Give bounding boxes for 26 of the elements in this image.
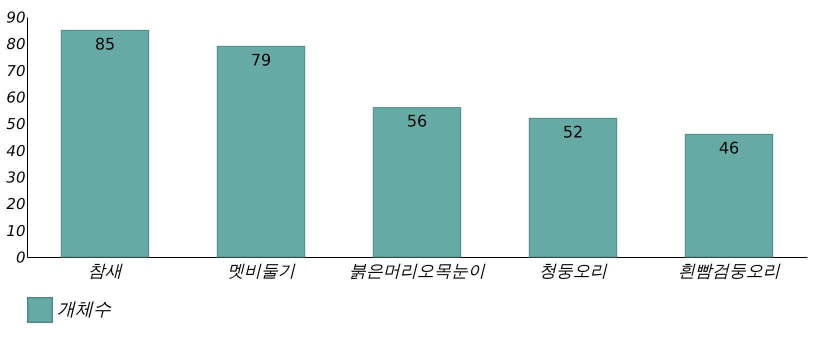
data-label: 79: [250, 50, 272, 70]
y-tick-label: 90: [6, 8, 26, 26]
data-label: 56: [406, 112, 428, 131]
y-tick-label: 70: [6, 62, 26, 80]
y-tick-label: 0: [16, 248, 26, 266]
y-tick-label: 50: [6, 115, 26, 134]
y-tick-label: 80: [6, 35, 26, 54]
bar: [372, 107, 462, 258]
x-tick-label: 청둥오리: [539, 262, 608, 282]
y-tick-label: 40: [6, 142, 26, 160]
x-tick-label: 흰빰검둥오리: [678, 262, 781, 282]
bar: [684, 134, 774, 258]
data-label: 85: [94, 34, 116, 54]
data-label: 46: [718, 138, 740, 158]
bar: [528, 118, 618, 258]
legend-label: 개체수: [57, 299, 112, 320]
x-tick-label: 붉은머리오목눈이: [349, 262, 486, 282]
x-tick-label: 참새: [88, 262, 123, 282]
x-tick-label: 멧비둘기: [227, 262, 296, 282]
y-tick-label: 20: [6, 195, 26, 214]
bar: [216, 46, 306, 258]
y-tick-label: 60: [6, 88, 26, 106]
y-tick-label: 30: [6, 168, 26, 186]
data-label: 52: [562, 122, 584, 142]
y-tick-label: 10: [6, 222, 26, 240]
bar: [60, 30, 150, 258]
